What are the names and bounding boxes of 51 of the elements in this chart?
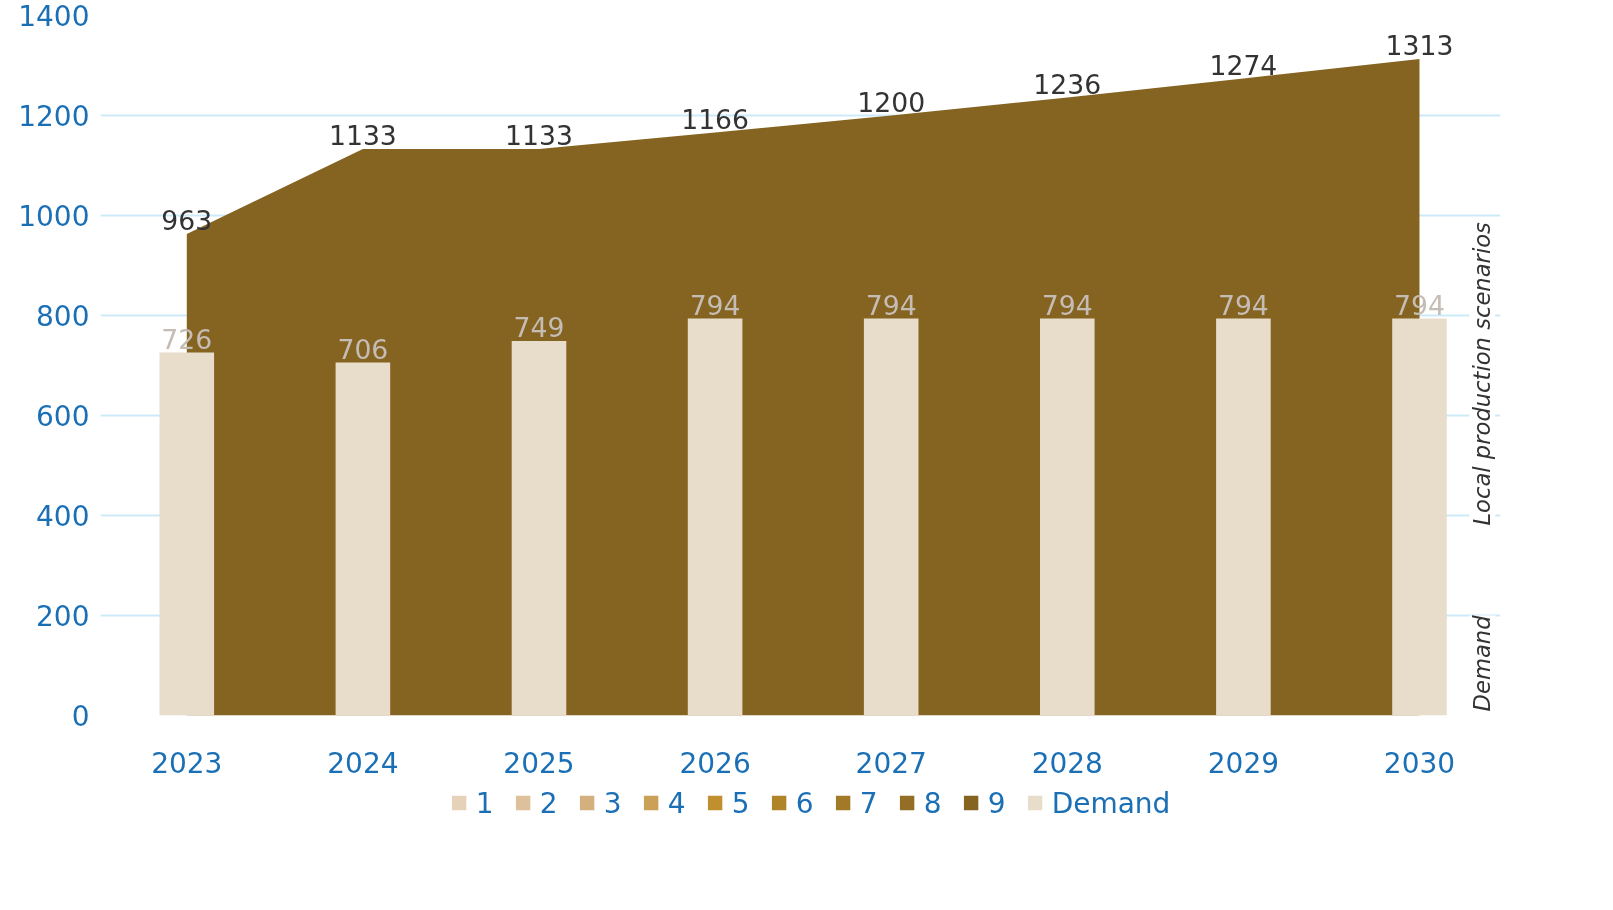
- bar: [335, 362, 391, 716]
- data-label: 749: [513, 312, 565, 343]
- x-tick-label: 2024: [327, 746, 399, 780]
- data-label: 1133: [328, 120, 397, 151]
- legend-label: 7: [859, 786, 879, 819]
- legend-label: 2: [539, 786, 559, 819]
- legend-label: 9: [987, 786, 1007, 819]
- bar: [1392, 318, 1447, 716]
- x-tick-label: 2023: [151, 746, 223, 780]
- y-tick-label: 400: [36, 500, 90, 533]
- y-tick-label: 1000: [18, 200, 90, 233]
- x-tick-label: 2028: [1031, 746, 1103, 780]
- y-tick-label: 800: [36, 300, 90, 333]
- data-label: 963: [161, 205, 213, 236]
- y-tick-label: 200: [36, 600, 90, 633]
- annotation: Demand: [1469, 614, 1496, 712]
- data-label: 794: [1041, 289, 1093, 321]
- bar: [1216, 318, 1271, 716]
- data-label: 1200: [857, 86, 926, 118]
- x-tick-label: 2025: [503, 746, 575, 780]
- bar: [159, 352, 215, 716]
- data-label: 1133: [505, 120, 573, 151]
- y-tick-label: 1200: [18, 100, 90, 133]
- data-label: 794: [865, 289, 917, 321]
- bar: [1040, 318, 1095, 716]
- data-label: 726: [161, 323, 213, 355]
- bar: [863, 318, 919, 716]
- legend-label: 1: [475, 786, 495, 819]
- bar: [687, 318, 743, 716]
- data-label: 1166: [681, 103, 750, 135]
- legend-label: 5: [731, 786, 751, 819]
- data-label: 1313: [1385, 30, 1454, 61]
- legend-label: 3: [603, 786, 623, 819]
- y-tick-label: 1400: [18, 0, 90, 33]
- legend-label: 8: [923, 786, 943, 819]
- data-label: 706: [337, 333, 389, 365]
- legend-label: 4: [667, 786, 687, 819]
- x-tick-label: 2027: [855, 746, 927, 780]
- legend-label: Demand: [1051, 786, 1171, 819]
- bar: [511, 341, 567, 716]
- x-tick-label: 2029: [1207, 746, 1280, 780]
- data-label: 794: [1217, 289, 1269, 321]
- y-tick-label: 0: [71, 700, 90, 733]
- data-label: 1236: [1033, 68, 1102, 100]
- x-tick-label: 2030: [1383, 746, 1456, 780]
- data-label: 794: [689, 289, 741, 321]
- annotation: Local production scenarios: [1469, 221, 1496, 526]
- y-tick-label: 600: [36, 400, 90, 433]
- legend-label: 6: [795, 786, 815, 819]
- x-tick-label: 2026: [679, 746, 751, 780]
- data-label: 1274: [1209, 49, 1278, 81]
